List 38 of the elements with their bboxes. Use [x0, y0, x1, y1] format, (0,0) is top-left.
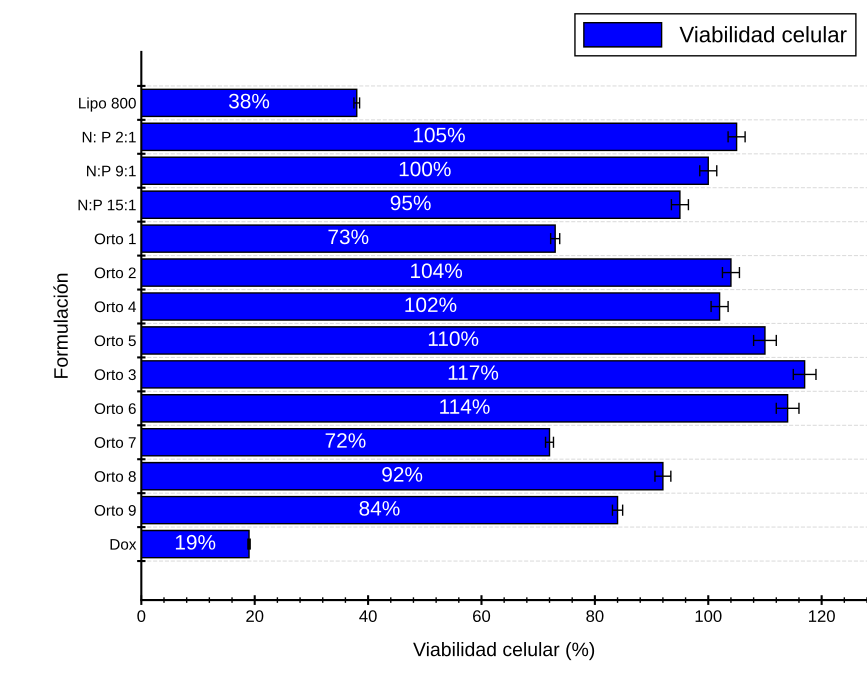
data-label: 92%	[382, 467, 422, 482]
y-tick-label: Dox	[110, 539, 136, 550]
y-tick-label: Orto 2	[94, 267, 136, 278]
data-label: 102%	[405, 297, 456, 312]
y-tick-label: Orto 1	[94, 234, 136, 244]
y-tick-label: Orto 8	[94, 471, 136, 482]
y-axis-title: Formulación	[53, 274, 68, 378]
data-label: 110%	[428, 331, 478, 346]
y-tick-label: Orto 6	[94, 403, 136, 414]
y-tick-label: N:P 9:1	[87, 166, 136, 176]
data-label: 84%	[359, 500, 400, 516]
x-tick-label: 40	[359, 610, 377, 622]
x-tick-label: 100	[696, 610, 722, 622]
legend-label: Viabilidad celular	[679, 26, 847, 42]
data-label: 73%	[328, 229, 368, 244]
y-tick-label: Orto 5	[94, 335, 136, 346]
y-tick-label: Orto 9	[94, 505, 136, 516]
data-label: 100%	[400, 162, 451, 176]
y-tick-label: Orto 4	[94, 301, 136, 312]
data-label: 117%	[448, 365, 498, 380]
x-tick-label: 20	[246, 610, 264, 622]
y-tick-label: Orto 3	[94, 369, 136, 380]
data-label: 105%	[414, 128, 465, 142]
x-axis-title: Viabilidad celular (%)	[413, 642, 594, 660]
data-label: 114%	[440, 399, 490, 414]
x-tick-label: 80	[586, 610, 604, 622]
x-tick-label: 60	[473, 610, 490, 622]
data-label: 72%	[326, 433, 366, 448]
y-tick-label: Orto 7	[94, 437, 136, 448]
data-label: 38%	[228, 94, 270, 108]
y-tick-label: N: P 2:1	[82, 132, 136, 142]
y-tick-label: N:P 15:1	[78, 200, 136, 210]
data-label: 19%	[176, 534, 216, 550]
y-tick-label: Lipo 800	[79, 97, 136, 112]
x-tick-label: 0	[137, 610, 146, 622]
x-tick-label: 120	[809, 610, 835, 622]
data-label: 104%	[411, 263, 462, 278]
data-label: 95%	[390, 196, 431, 210]
